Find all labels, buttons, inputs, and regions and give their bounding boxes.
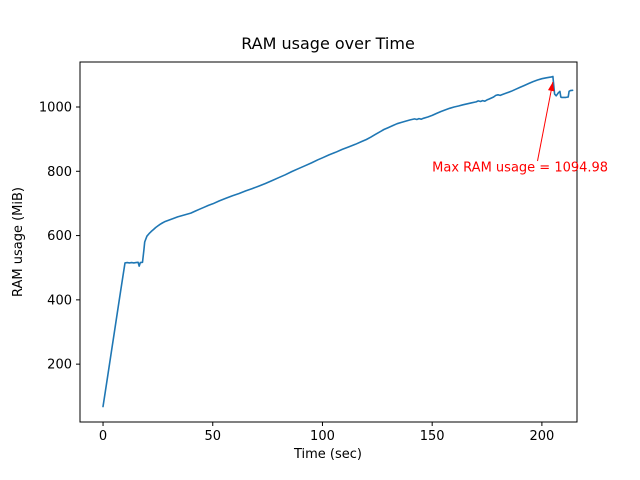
chart-title: RAM usage over Time (241, 34, 415, 53)
plot-generated-layer: 0 50 100 150 200 200 400 600 800 1000 (39, 61, 578, 444)
y-tick-label: 400 (47, 293, 72, 308)
max-ram-annotation: Max RAM usage = 1094.98 (432, 160, 608, 175)
ram-usage-line (102, 75, 574, 408)
y-tick-label: 200 (47, 358, 72, 373)
y-tick-label: 1000 (39, 101, 72, 116)
x-tick-label: 150 (420, 429, 445, 444)
axes-spines (79, 61, 578, 423)
y-axis-label: RAM usage (MiB) (11, 187, 26, 297)
x-tick-label: 100 (310, 429, 335, 444)
x-axis-label: Time (sec) (293, 447, 362, 462)
y-tick-label: 800 (47, 165, 72, 180)
x-tick-label: 0 (99, 429, 107, 444)
annotation-arrow-head (548, 81, 555, 92)
annotation-arrow-line (537, 81, 554, 162)
x-tick-label: 200 (529, 429, 554, 444)
x-tick-label: 50 (204, 429, 221, 444)
y-tick-label: 600 (47, 229, 72, 244)
